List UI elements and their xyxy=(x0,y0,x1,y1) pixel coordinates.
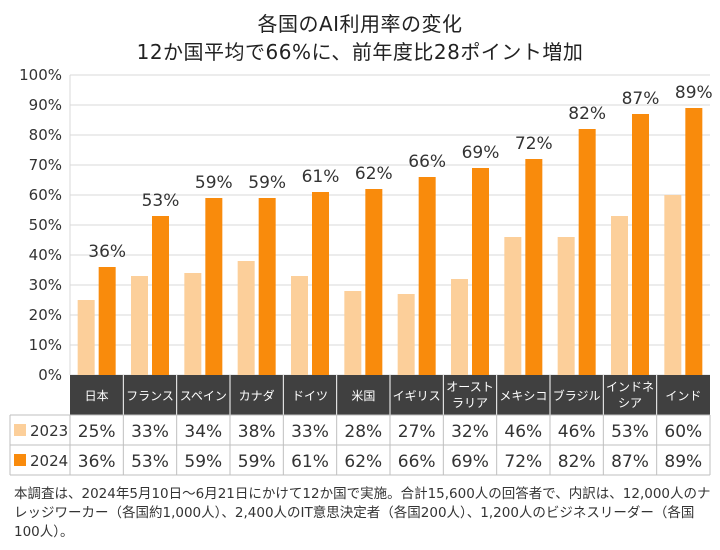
bar-2024 xyxy=(525,159,543,375)
bar-2023 xyxy=(237,261,255,375)
bar-2023 xyxy=(664,195,682,375)
footnote: 本調査は、2024年5月10日〜6月21日にかけて12か国で実施。合計15,60… xyxy=(14,486,711,540)
table-cell: 46% xyxy=(504,422,542,442)
table-cell: 59% xyxy=(184,452,222,472)
table-cell: 28% xyxy=(344,422,382,442)
x-tick-label: メキシコ xyxy=(499,389,547,403)
bar-2024 xyxy=(632,114,649,375)
data-label: 66% xyxy=(408,152,446,172)
bar-2024 xyxy=(152,216,169,375)
chart-title: 各国のAI利用率の変化 xyxy=(257,12,463,36)
y-tick-label: 20% xyxy=(29,306,62,324)
bar-2024 xyxy=(258,198,276,375)
table-cell: 66% xyxy=(398,452,436,472)
y-tick-label: 0% xyxy=(38,366,62,384)
x-tick-label: カナダ xyxy=(239,388,275,403)
data-label: 72% xyxy=(515,134,553,154)
data-label: 62% xyxy=(355,164,393,184)
bar-2023 xyxy=(611,216,628,375)
data-label: 69% xyxy=(462,143,500,163)
bar-2023 xyxy=(77,300,95,375)
table-cell: 25% xyxy=(78,422,116,442)
data-label: 82% xyxy=(568,104,606,124)
table-cell: 59% xyxy=(238,452,276,472)
bar-2024 xyxy=(685,108,703,375)
y-tick-label: 10% xyxy=(29,336,62,354)
legend-swatch-2024 xyxy=(14,454,26,466)
y-tick-label: 50% xyxy=(29,216,62,234)
data-label: 61% xyxy=(302,167,340,187)
bar-2023 xyxy=(344,291,362,375)
y-tick-label: 40% xyxy=(29,246,62,264)
bar-2023 xyxy=(451,279,468,375)
y-tick-label: 70% xyxy=(29,156,62,174)
table-cell: 69% xyxy=(451,452,489,472)
data-label: 59% xyxy=(248,173,286,193)
legend-swatch-2023 xyxy=(14,424,26,436)
bar-2024 xyxy=(205,198,223,375)
bar-2024 xyxy=(472,168,489,375)
table-cell: 32% xyxy=(451,422,489,442)
bar-2023 xyxy=(184,273,202,375)
bar-2023 xyxy=(504,237,522,375)
legend-label: 2023 xyxy=(30,422,68,440)
bar-2023 xyxy=(397,294,415,375)
x-tick-label: シア xyxy=(618,396,642,410)
table-cell: 87% xyxy=(611,452,649,472)
y-tick-label: 90% xyxy=(29,96,62,114)
x-tick-label: 日本 xyxy=(85,389,109,403)
table-cell: 27% xyxy=(398,422,436,442)
x-tick-label: ドイツ xyxy=(292,389,328,403)
table-cell: 89% xyxy=(664,452,702,472)
bar-2024 xyxy=(578,129,596,375)
table-cell: 61% xyxy=(291,452,329,472)
table-cell: 62% xyxy=(344,452,382,472)
x-tick-label: インドネ xyxy=(606,380,654,394)
bar-2024 xyxy=(365,189,383,375)
table-cell: 36% xyxy=(78,452,116,472)
table-cell: 38% xyxy=(238,422,276,442)
data-label: 87% xyxy=(622,89,660,109)
y-tick-label: 60% xyxy=(29,186,62,204)
bar-2023 xyxy=(131,276,148,375)
x-tick-label: ラリア xyxy=(452,396,488,410)
data-label: 89% xyxy=(675,83,713,103)
table-cell: 53% xyxy=(131,452,169,472)
x-tick-label: イギリス xyxy=(393,389,441,403)
table-cell: 60% xyxy=(664,422,702,442)
bar-2024 xyxy=(98,267,116,375)
bar-2024 xyxy=(312,192,329,375)
data-label: 36% xyxy=(88,242,126,262)
chart-subtitle: 12か国平均で66%に、前年度比28ポイント増加 xyxy=(136,40,584,64)
x-tick-label: ブラジル xyxy=(553,388,601,403)
legend-label: 2024 xyxy=(30,452,68,470)
table-cell: 46% xyxy=(558,422,596,442)
table-cell: 34% xyxy=(184,422,222,442)
y-tick-label: 80% xyxy=(29,126,62,144)
x-tick-label: 米国 xyxy=(351,389,375,403)
table-cell: 53% xyxy=(611,422,649,442)
bar-2023 xyxy=(557,237,575,375)
data-label: 53% xyxy=(142,191,180,211)
y-tick-label: 100% xyxy=(19,66,62,84)
bar-2024 xyxy=(418,177,436,375)
x-tick-label: オースト xyxy=(446,380,493,394)
table-cell: 33% xyxy=(131,422,169,442)
table-cell: 33% xyxy=(291,422,329,442)
table-cell: 82% xyxy=(558,452,596,472)
x-tick-label: スペイン xyxy=(180,389,227,403)
data-label: 59% xyxy=(195,173,233,193)
y-tick-label: 30% xyxy=(29,276,62,294)
bar-2023 xyxy=(291,276,308,375)
x-tick-label: フランス xyxy=(126,389,174,403)
x-tick-label: インド xyxy=(665,389,701,403)
table-cell: 72% xyxy=(504,452,542,472)
